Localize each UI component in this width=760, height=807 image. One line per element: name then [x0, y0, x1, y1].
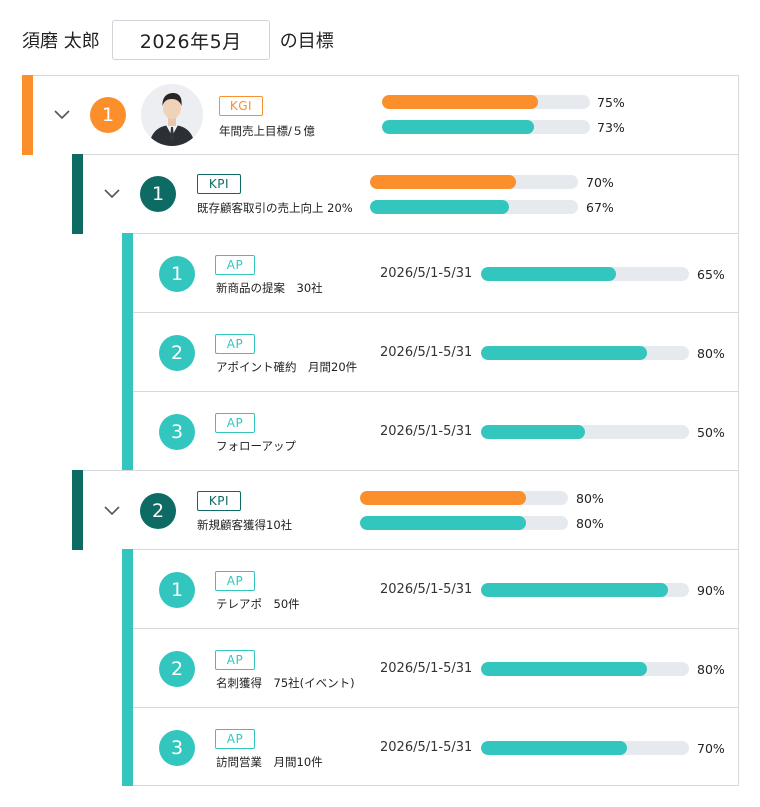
ap-period: 2026/5/1-5/31	[380, 424, 473, 439]
ap-label: 訪問営業 月間10件	[216, 755, 323, 769]
progress-fill	[481, 741, 627, 755]
ap-progress-bar	[481, 346, 689, 360]
ap-label: 名刺獲得 75社(イベント)	[216, 676, 355, 690]
kgi-progress-bar-1	[382, 95, 590, 109]
ap-row: 3 AP フォローアップ 2026/5/1-5/31 50%	[122, 391, 739, 471]
ap-badge: AP	[215, 255, 255, 275]
ap-number: 1	[159, 572, 195, 608]
ap-period: 2026/5/1-5/31	[380, 582, 473, 597]
ap-number: 2	[159, 651, 195, 687]
progress-fill	[382, 95, 538, 109]
chevron-down-icon[interactable]	[104, 186, 120, 202]
goal-suffix: の目標	[279, 31, 334, 52]
month-value: 2026年5月	[139, 30, 242, 53]
ap-progress-bar	[481, 267, 689, 281]
ap-badge: AP	[215, 413, 255, 433]
ap-label: 新商品の提案 30社	[216, 281, 323, 295]
kgi-progress-bar-2	[382, 120, 590, 134]
progress-fill	[481, 267, 617, 281]
ap-progress-pct: 50%	[697, 425, 725, 440]
progress-fill	[370, 200, 510, 214]
ap-period: 2026/5/1-5/31	[380, 661, 473, 676]
header: 須磨 太郎 2026年5月 の目標	[22, 20, 334, 60]
kpi-progress-bar-2	[360, 516, 568, 530]
progress-fill	[360, 491, 527, 505]
progress-fill	[382, 120, 534, 134]
progress-fill	[481, 662, 648, 676]
kgi-number: 1	[90, 97, 126, 133]
chevron-down-icon[interactable]	[54, 107, 70, 123]
kgi-accent-bar	[22, 75, 33, 155]
ap-progress-bar	[481, 425, 689, 439]
kpi-badge: KPI	[197, 491, 241, 511]
ap-progress-pct: 80%	[697, 346, 725, 361]
ap-progress-bar	[481, 662, 689, 676]
ap-accent-bar	[122, 549, 133, 629]
ap-badge: AP	[215, 334, 255, 354]
progress-fill	[481, 583, 669, 597]
progress-fill	[481, 425, 585, 439]
kpi-badge: KPI	[197, 174, 241, 194]
ap-number: 2	[159, 335, 195, 371]
ap-label: アポイント確約 月間20件	[216, 360, 358, 374]
kpi-progress-pct-2: 80%	[576, 516, 604, 531]
ap-badge: AP	[215, 729, 255, 749]
kpi-row: 2 KPI 新規顧客獲得10社 80% 80%	[72, 470, 739, 550]
ap-accent-bar	[122, 233, 133, 313]
ap-progress-pct: 65%	[697, 267, 725, 282]
kpi-accent-bar	[72, 154, 83, 234]
ap-period: 2026/5/1-5/31	[380, 345, 473, 360]
kpi-number: 1	[140, 176, 176, 212]
ap-accent-bar	[122, 312, 133, 392]
ap-accent-bar	[122, 628, 133, 708]
ap-row: 2 AP アポイント確約 月間20件 2026/5/1-5/31 80%	[122, 312, 739, 392]
ap-progress-pct: 90%	[697, 583, 725, 598]
kpi-progress-bar-1	[360, 491, 568, 505]
kpi-accent-bar	[72, 470, 83, 550]
kpi-label: 既存顧客取引の売上向上 20%	[197, 201, 353, 215]
progress-fill	[360, 516, 527, 530]
kpi-progress-bar-2	[370, 200, 578, 214]
ap-progress-pct: 70%	[697, 741, 725, 756]
kgi-badge: KGI	[219, 96, 263, 116]
progress-fill	[370, 175, 516, 189]
kgi-progress-pct-1: 75%	[597, 95, 625, 110]
ap-number: 1	[159, 256, 195, 292]
kpi-progress-pct-1: 80%	[576, 491, 604, 506]
kgi-row: 1 KGI 年間売上目標/５億 75% 73%	[22, 75, 739, 155]
ap-period: 2026/5/1-5/31	[380, 266, 473, 281]
ap-badge: AP	[215, 571, 255, 591]
kpi-progress-pct-2: 67%	[586, 200, 614, 215]
kpi-number: 2	[140, 493, 176, 529]
ap-number: 3	[159, 730, 195, 766]
ap-progress-bar	[481, 741, 689, 755]
ap-badge: AP	[215, 650, 255, 670]
kpi-label: 新規顧客獲得10社	[197, 518, 293, 532]
month-selector[interactable]: 2026年5月	[111, 20, 270, 60]
ap-number: 3	[159, 414, 195, 450]
avatar	[141, 84, 203, 146]
user-name: 須磨 太郎	[22, 31, 100, 52]
ap-accent-bar	[122, 707, 133, 786]
ap-row: 1 AP テレアポ 50件 2026/5/1-5/31 90%	[122, 549, 739, 629]
ap-row: 3 AP 訪問営業 月間10件 2026/5/1-5/31 70%	[122, 707, 739, 786]
kgi-label: 年間売上目標/５億	[219, 124, 315, 138]
kgi-progress-pct-2: 73%	[597, 120, 625, 135]
ap-label: フォローアップ	[216, 439, 297, 453]
ap-row: 2 AP 名刺獲得 75社(イベント) 2026/5/1-5/31 80%	[122, 628, 739, 708]
chevron-down-icon[interactable]	[104, 503, 120, 519]
ap-progress-pct: 80%	[697, 662, 725, 677]
ap-label: テレアポ 50件	[216, 597, 300, 611]
ap-accent-bar	[122, 391, 133, 471]
kpi-progress-bar-1	[370, 175, 578, 189]
ap-progress-bar	[481, 583, 689, 597]
ap-row: 1 AP 新商品の提案 30社 2026/5/1-5/31 65%	[122, 233, 739, 313]
kpi-row: 1 KPI 既存顧客取引の売上向上 20% 70% 67%	[72, 154, 739, 234]
ap-period: 2026/5/1-5/31	[380, 740, 473, 755]
progress-fill	[481, 346, 648, 360]
kpi-progress-pct-1: 70%	[586, 175, 614, 190]
